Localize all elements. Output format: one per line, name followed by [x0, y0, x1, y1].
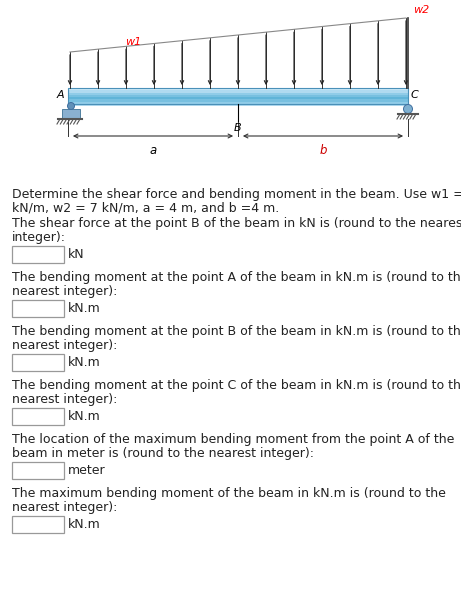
Bar	[68, 95, 408, 97]
Text: The bending moment at the point A of the beam in kN.m is (round to the: The bending moment at the point A of the…	[12, 271, 461, 284]
Bar	[68, 104, 408, 106]
Bar	[12, 354, 64, 371]
Text: C: C	[411, 90, 419, 100]
Text: kN.m: kN.m	[68, 356, 101, 369]
Bar	[12, 300, 64, 317]
Text: The maximum bending moment of the beam in kN.m is (round to the: The maximum bending moment of the beam i…	[12, 487, 446, 500]
Text: nearest integer):: nearest integer):	[12, 501, 118, 513]
Text: w2: w2	[413, 5, 429, 15]
Circle shape	[403, 105, 413, 113]
Text: kN.m: kN.m	[68, 518, 101, 531]
Bar	[68, 88, 408, 90]
Text: meter: meter	[68, 464, 106, 477]
Text: The shear force at the point B of the beam in kN is (round to the nearest: The shear force at the point B of the be…	[12, 217, 461, 230]
Text: kN.m: kN.m	[68, 410, 101, 423]
Text: kN/m, w2 = 7 kN/m, a = 4 m, and b =4 m.: kN/m, w2 = 7 kN/m, a = 4 m, and b =4 m.	[12, 201, 279, 214]
Text: a: a	[149, 144, 157, 157]
Circle shape	[67, 103, 75, 109]
Bar	[62, 109, 80, 119]
Text: integer):: integer):	[12, 230, 66, 244]
Bar	[12, 408, 64, 425]
Bar	[68, 99, 408, 102]
Text: The location of the maximum bending moment from the point A of the: The location of the maximum bending mome…	[12, 433, 455, 446]
Bar	[68, 88, 408, 104]
Text: A: A	[56, 90, 64, 100]
Bar	[12, 246, 64, 263]
Text: nearest integer):: nearest integer):	[12, 339, 118, 352]
Text: beam in meter is (round to the nearest integer):: beam in meter is (round to the nearest i…	[12, 447, 314, 460]
Bar	[68, 93, 408, 95]
Text: kN.m: kN.m	[68, 302, 101, 315]
Text: nearest integer):: nearest integer):	[12, 285, 118, 298]
Text: b: b	[319, 144, 327, 157]
Text: kN: kN	[68, 248, 85, 261]
Text: The bending moment at the point B of the beam in kN.m is (round to the: The bending moment at the point B of the…	[12, 325, 461, 338]
Text: The bending moment at the point C of the beam in kN.m is (round to the: The bending moment at the point C of the…	[12, 379, 461, 392]
Text: nearest integer):: nearest integer):	[12, 393, 118, 406]
Bar	[68, 97, 408, 99]
Text: B: B	[234, 123, 242, 133]
Bar	[68, 90, 408, 93]
Bar	[12, 516, 64, 533]
Text: Determine the shear force and bending moment in the beam. Use w1 = 4: Determine the shear force and bending mo…	[12, 188, 461, 201]
Text: w1: w1	[125, 37, 141, 47]
Bar	[12, 462, 64, 479]
Bar	[68, 102, 408, 104]
